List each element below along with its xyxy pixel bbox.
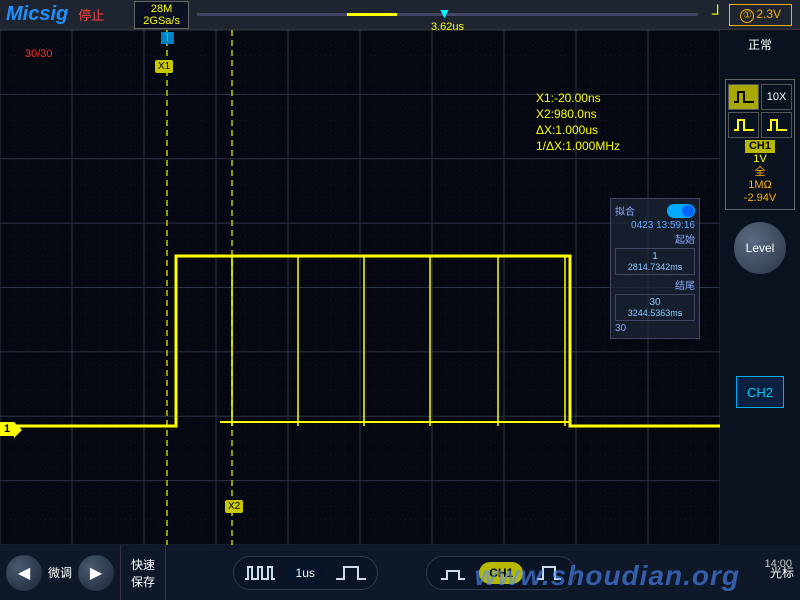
main-area: 30/30 T X1 X2 1 X1:-20.00ns X2:980.0ns Δ… [0, 30, 800, 545]
cursor-x2-handle[interactable]: X2 [225, 500, 243, 513]
trigger-pos-icon: ▼ [437, 5, 451, 21]
ch1-coupling: 全 [754, 166, 765, 178]
fit-end-box[interactable]: 30 3244.5363ms [615, 294, 695, 321]
channel-panel: 10X CH1 1V 全 1MΩ -2.94V [725, 79, 795, 210]
next-button[interactable]: ▶ [78, 555, 114, 591]
fit-timestamp: 0423 13:59:16 [615, 220, 695, 231]
coupling-gnd-icon[interactable] [761, 112, 792, 138]
brand-logo: Micsig [0, 3, 74, 26]
bottom-bar: ◀ 微调 ▶ 快速 保存 1us CH1 光标 14:00 www.shoudi… [0, 545, 800, 600]
trigger-level[interactable]: ①2.3V [729, 4, 792, 26]
cursor-x1-handle[interactable]: X1 [155, 60, 173, 73]
cursor-x1: X1:-20.00ns [536, 90, 620, 106]
probe-10x[interactable]: 10X [761, 84, 792, 110]
trigger-edge-icon[interactable]: ┘ [712, 6, 723, 24]
fit-toggle[interactable] [667, 204, 695, 218]
waveform-grid[interactable]: 30/30 T X1 X2 1 X1:-20.00ns X2:980.0ns Δ… [0, 30, 720, 545]
prev-button[interactable]: ◀ [6, 555, 42, 591]
ch1-zero-marker[interactable]: 1 [0, 422, 14, 436]
right-sidebar: 正常 10X CH1 1V 全 1MΩ -2.94V Level CH2 [720, 30, 800, 545]
level-knob[interactable]: Level [734, 222, 786, 274]
fit-panel: 拟合 0423 13:59:16 起始 1 2814.7342ms 结尾 30 … [610, 198, 700, 339]
coupling-ac-icon[interactable] [728, 112, 759, 138]
fit-count: 30 [615, 323, 695, 334]
status-text: 正常 [748, 36, 772, 53]
ch1-label[interactable]: CH1 [745, 140, 775, 153]
cursor-readout: X1:-20.00ns X2:980.0ns ΔX:1.000us 1/ΔX:1… [536, 90, 620, 154]
top-bar: Micsig 停止 28M 2GSa/s ▼ 3.62us ┘ ①2.3V [0, 0, 800, 30]
fit-title: 拟合 [615, 203, 635, 218]
ch-badge[interactable]: CH1 [479, 562, 523, 584]
quicksave-button[interactable]: 快速 保存 [120, 545, 166, 600]
ch1-impedance: 1MΩ [748, 179, 772, 191]
fit-start-label: 起始 [615, 231, 695, 246]
coupling-dc-icon[interactable] [728, 84, 759, 110]
time-overview[interactable]: ▼ 3.62us [197, 13, 698, 16]
cursor-x2: X2:980.0ns [536, 106, 620, 122]
run-state: 停止 [78, 5, 104, 24]
trigger-t-marker[interactable]: T [161, 32, 174, 44]
timebase-dec-button[interactable] [238, 559, 282, 587]
ch1-vdiv: 1V [753, 153, 766, 165]
ch-scale-inc-button[interactable] [527, 559, 571, 587]
cursor-freq: 1/ΔX:1.000MHz [536, 138, 620, 154]
memory-depth: 28M [151, 3, 172, 15]
ch1-offset: -2.94V [744, 192, 776, 204]
timebase-value[interactable]: 1us [286, 562, 325, 584]
ch-scale-group: CH1 [426, 556, 576, 590]
ch-scale-dec-button[interactable] [431, 559, 475, 587]
timebase-group: 1us [233, 556, 378, 590]
ch1-info: CH1 1V 全 1MΩ -2.94V [744, 140, 776, 205]
timebase-inc-button[interactable] [329, 559, 373, 587]
frame-counter: 30/30 [25, 48, 53, 60]
ch2-button[interactable]: CH2 [736, 376, 784, 408]
sample-rate: 2GSa/s [143, 15, 180, 27]
fine-label: 微调 [48, 564, 72, 581]
fit-start-box[interactable]: 1 2814.7342ms [615, 248, 695, 275]
clock: 14:00 [764, 558, 792, 570]
trigger-ch-badge: ① [740, 9, 754, 23]
acquisition-info: 28M 2GSa/s [134, 1, 189, 29]
fit-end-label: 结尾 [615, 277, 695, 292]
cursor-dx: ΔX:1.000us [536, 122, 620, 138]
